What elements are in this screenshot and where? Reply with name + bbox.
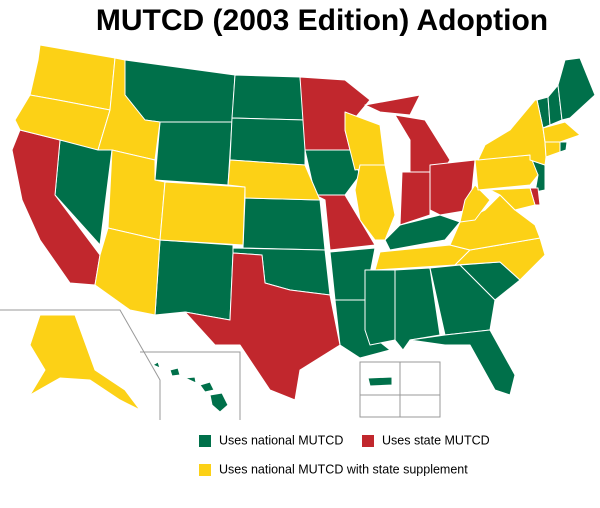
inset-frames (0, 309, 441, 420)
legend-label: Uses national MUTCD (219, 433, 343, 447)
legend-swatch (199, 435, 211, 447)
states-supplement (14, 44, 581, 411)
legend-label: Uses state MUTCD (382, 433, 490, 447)
legend: Uses national MUTCD Uses state MUTCD Uses … (199, 433, 490, 476)
title: MUTCD (2003 Edition) Adoption (96, 4, 548, 37)
legend-swatch (362, 435, 374, 447)
states-state (11, 76, 541, 401)
legend-label: Uses national MUTCD with state supplemen… (219, 462, 468, 476)
legend-swatch (199, 464, 211, 476)
